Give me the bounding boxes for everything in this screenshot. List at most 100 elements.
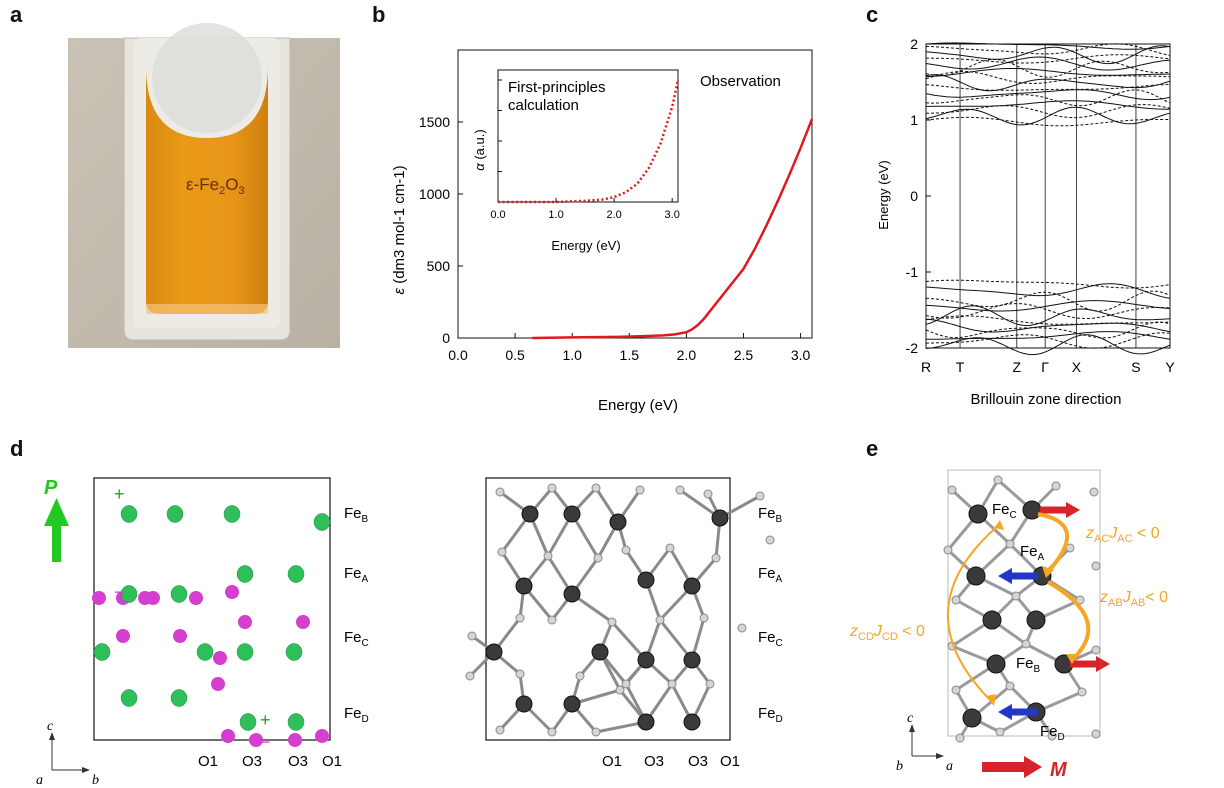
absorption-chart: ε (dm3 mol-1 cm-1) Energy (eV) Observati…	[391, 49, 814, 414]
positive-density-lobe	[287, 713, 305, 731]
svg-text:c: c	[907, 711, 914, 726]
positive-density-lobe	[120, 505, 138, 523]
coupling-label-ab: zABJAB< 0	[1099, 589, 1168, 609]
chart-b-annotation: Observation	[700, 73, 781, 90]
svg-text:a: a	[946, 759, 953, 774]
polarization-arrow: P	[44, 477, 69, 562]
oxygen-atom	[1047, 731, 1057, 741]
band-line	[925, 89, 1171, 107]
band-line	[925, 74, 1171, 92]
positive-density-lobe	[166, 505, 184, 523]
chart-c-ytick-label: 1	[910, 112, 918, 128]
oxygen-atom	[667, 679, 677, 689]
band-line	[926, 54, 1171, 64]
coupling-arrowhead	[1066, 654, 1078, 664]
negative-density-lobe	[173, 629, 187, 643]
kpoint-label: X	[1072, 359, 1082, 375]
bond	[570, 513, 600, 559]
chart-b-ytick-label: 1000	[419, 186, 450, 202]
density-fe-labels: FeB FeA FeC FeD	[344, 505, 369, 725]
magnetization-arrow: M	[982, 756, 1068, 781]
oxygen-atom	[665, 543, 675, 553]
fe-site-label: FeA	[1020, 543, 1045, 563]
svg-text:b: b	[92, 773, 99, 788]
negative-density-lobe	[189, 591, 203, 605]
cuvette-photo: ε-Fe2O3	[68, 23, 340, 348]
oxygen-atom	[655, 615, 665, 625]
svg-text:b: b	[896, 759, 903, 774]
oxygen-atom	[547, 615, 557, 625]
oxygen-atom	[543, 551, 553, 561]
oxygen-atom	[1011, 591, 1021, 601]
kpoint-label: Γ	[1041, 359, 1049, 375]
iron-atom	[637, 713, 655, 731]
coupling-label-ac: zACJAC < 0	[1085, 525, 1160, 545]
chart-b-xtick-label: 3.0	[791, 347, 811, 363]
spin-arrowhead	[998, 568, 1012, 584]
coupling-arc-cd	[947, 523, 1001, 703]
iron-atom	[968, 504, 988, 524]
band-line	[926, 104, 1171, 119]
band-line	[925, 315, 1171, 325]
iron-atom	[683, 577, 701, 595]
negative-density-lobe	[213, 651, 227, 665]
spin-arrowhead	[1066, 502, 1080, 518]
oxygen-site-label: O1	[322, 753, 342, 770]
oxygen-atom	[1051, 481, 1061, 491]
panel-letter-b: b	[372, 2, 386, 27]
inset-xtick-label: 3.0	[665, 209, 680, 221]
positive-density-lobe	[285, 643, 303, 661]
iron-atom	[986, 654, 1006, 674]
positive-density-lobe	[239, 713, 257, 731]
oxygen-atom	[515, 669, 525, 679]
chart-b-xtick-label: 1.0	[562, 347, 582, 363]
oxygen-atom	[621, 545, 631, 555]
chart-c-ytick-label: -1	[906, 264, 919, 280]
oxygen-atom	[615, 685, 625, 695]
axis-triad-d: c a b	[36, 719, 99, 788]
oxygen-atom	[955, 733, 965, 743]
iron-atom	[1022, 500, 1042, 520]
iron-atom	[563, 585, 581, 603]
inset-title-line2: calculation	[508, 97, 579, 114]
positive-density-lobe	[223, 505, 241, 523]
band-line	[925, 283, 1171, 299]
fe-site-label: FeD	[344, 705, 369, 725]
band-line	[925, 89, 1171, 101]
inset-frame	[497, 69, 679, 203]
chart-b-ytick-label: 1500	[419, 114, 450, 130]
structure-fe-labels: FeB FeA FeC FeD	[758, 505, 783, 725]
minus-sign: −	[114, 582, 125, 602]
oxygen-atom	[515, 613, 525, 623]
band-line	[925, 321, 1171, 339]
chart-c-ytick-label: -2	[906, 340, 919, 356]
band-line	[925, 45, 1171, 65]
oxygen-atom	[1005, 539, 1015, 549]
positive-density-lobe	[170, 689, 188, 707]
oxygen-atom	[993, 475, 1003, 485]
chart-c-xlabel: Brillouin zone direction	[971, 391, 1122, 408]
oxygen-atom	[1021, 639, 1031, 649]
oxygen-atom	[495, 725, 505, 735]
oxygen-atom	[1089, 487, 1099, 497]
chart-c-ytick-label: 2	[910, 36, 918, 52]
minus-sign-bottom: −	[260, 732, 271, 752]
spin-arrowhead	[998, 704, 1012, 720]
fe-site-label: FeA	[758, 565, 783, 585]
negative-density-lobe	[146, 591, 160, 605]
chart-c-ylabel: Energy (eV)	[876, 160, 891, 229]
oxygen-atom	[711, 553, 721, 563]
crystal-structure-box	[485, 477, 731, 741]
oxygen-atom	[737, 623, 747, 633]
band-structure-chart: Energy (eV) Brillouin zone direction 2 1 0…	[876, 36, 1175, 408]
iron-atom	[966, 566, 986, 586]
oxygen-atom	[495, 487, 505, 497]
kpoint-label: Z	[1013, 359, 1022, 375]
oxygen-atom	[467, 631, 477, 641]
oxygen-site-label: O1	[720, 753, 740, 770]
spin-arrowhead	[1096, 656, 1110, 672]
iron-atom	[609, 513, 627, 531]
iron-atom	[485, 643, 503, 661]
svg-text:M: M	[1050, 759, 1068, 781]
fe-site-label: FeB	[1016, 655, 1041, 675]
